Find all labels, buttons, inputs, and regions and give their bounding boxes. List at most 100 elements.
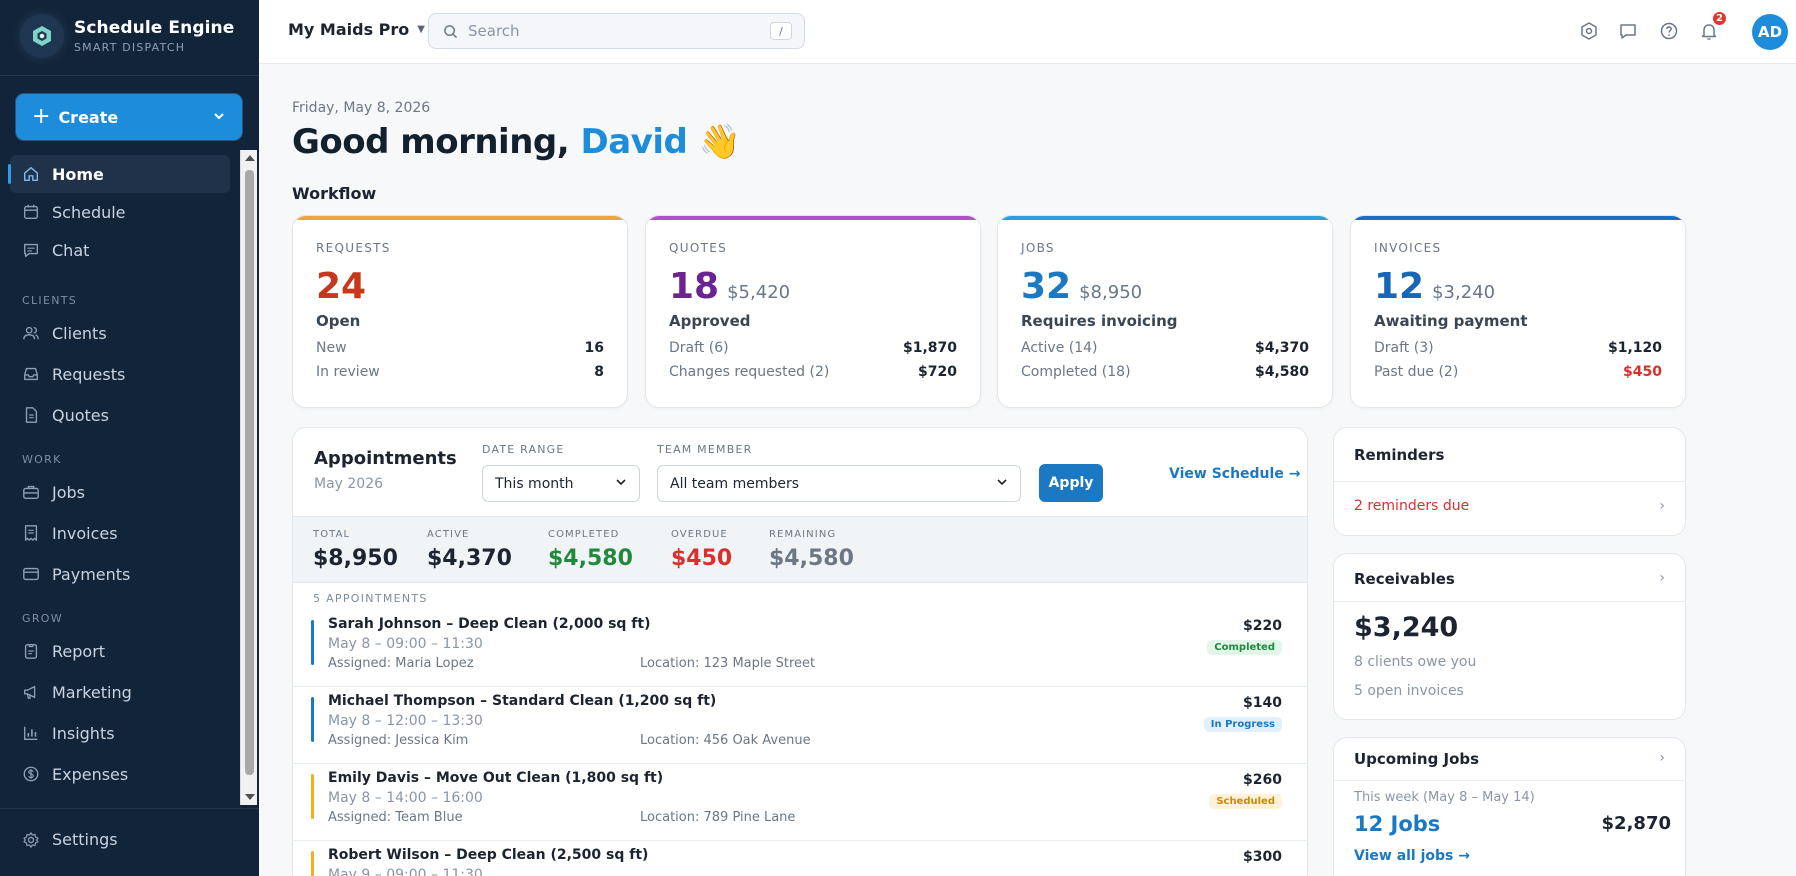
total-value: $8,950 (313, 546, 398, 571)
appointment-assigned: Assigned: Maria Lopez (328, 656, 474, 671)
appointment-price: $140 (1243, 695, 1282, 711)
workflow-card-requests[interactable]: REQUESTS 24 Open New 16 In review 8 (292, 215, 628, 408)
chat-icon (24, 243, 38, 257)
accent-line (293, 216, 627, 220)
receivables-card[interactable]: Receivables › $3,240 8 clients owe you 5… (1333, 553, 1686, 720)
card-count: 24 (316, 266, 367, 307)
panel-title: Appointments (314, 448, 457, 469)
workflow-card-invoices[interactable]: INVOICES 12 $3,240 Awaiting payment Draft… (1350, 215, 1686, 408)
card-row: Draft (6) $1,870 (669, 340, 957, 356)
apply-button[interactable]: Apply (1039, 464, 1103, 502)
section-work: WORK (22, 453, 62, 466)
receivables-clients: 8 clients owe you (1354, 654, 1477, 670)
create-label: Create (58, 107, 119, 127)
org-name: My Maids Pro (288, 20, 410, 39)
view-all-jobs-link[interactable]: View all jobs → (1354, 848, 1470, 864)
dollar-circle-icon (23, 766, 39, 782)
sidebar-item-report[interactable]: Report (10, 632, 230, 670)
appointment-item[interactable]: Emily Davis – Move Out Clean (1,800 sq f… (293, 764, 1307, 841)
sidebar-item-label: Report (52, 641, 106, 661)
chevron-right-icon: › (1659, 498, 1665, 514)
row-label: Completed (18) (1021, 364, 1131, 380)
sidebar-item-expenses[interactable]: Expenses (10, 755, 230, 793)
sidebar-item-jobs[interactable]: Jobs (10, 473, 230, 511)
settings-hex-icon[interactable] (1578, 20, 1600, 42)
date-range-select[interactable]: This month (482, 465, 640, 502)
appointment-assigned: Assigned: Team Blue (328, 810, 463, 825)
total-label: REMAINING (769, 529, 837, 540)
team-member-select[interactable]: All team members (657, 465, 1021, 502)
row-label: Draft (3) (1374, 340, 1434, 356)
card-label: INVOICES (1374, 241, 1442, 255)
avatar[interactable]: AD (1752, 14, 1788, 50)
chevron-down-icon (212, 108, 226, 127)
appointment-item[interactable]: Michael Thompson – Standard Clean (1,200… (293, 687, 1307, 764)
appointment-time: May 9 – 09:00 – 11:30 (328, 867, 483, 876)
status-bar (311, 774, 314, 819)
total-cell: OVERDUE $450 (671, 529, 732, 571)
sidebar-scrollbar[interactable] (240, 150, 257, 805)
row-value: 8 (594, 364, 604, 380)
receivables-invoices: 5 open invoices (1354, 683, 1464, 699)
sidebar-item-label: Schedule (52, 202, 126, 222)
view-schedule-link[interactable]: View Schedule → (1169, 466, 1301, 482)
scroll-thumb[interactable] (245, 170, 254, 775)
brand-subtitle: SMART DISPATCH (74, 41, 186, 54)
scroll-down-arrow[interactable] (245, 794, 255, 800)
appointment-time: May 8 – 14:00 – 16:00 (328, 790, 483, 806)
chevron-down-icon (996, 476, 1008, 491)
greeting-text: Good morning, (292, 122, 570, 162)
reminders-due-link[interactable]: 2 reminders due (1354, 498, 1470, 514)
appointment-price: $260 (1243, 772, 1282, 788)
document-icon (25, 407, 38, 423)
help-icon[interactable] (1658, 20, 1680, 42)
sidebar: Schedule Engine SMART DISPATCH + Create … (0, 0, 259, 876)
card-status: Approved (669, 312, 751, 330)
sidebar-item-label: Expenses (52, 764, 129, 784)
sidebar-item-payments[interactable]: Payments (10, 555, 230, 593)
row-value: 16 (584, 340, 604, 356)
card-count: 12 (1374, 266, 1425, 307)
divider (0, 75, 259, 76)
caret-down-icon: ▼ (417, 24, 425, 35)
reminders-card[interactable]: Reminders 2 reminders due › (1333, 427, 1686, 536)
sidebar-item-chat[interactable]: Chat (10, 231, 230, 269)
appointment-title: Michael Thompson – Standard Clean (1,200… (328, 693, 717, 709)
search-input[interactable] (468, 22, 748, 40)
workflow-card-quotes[interactable]: QUOTES 18 $5,420 Approved Draft (6) $1,870… (645, 215, 981, 408)
card-row: Draft (3) $1,120 (1374, 340, 1662, 356)
scroll-up-arrow[interactable] (245, 155, 255, 161)
workflow-card-jobs[interactable]: JOBS 32 $8,950 Requires invoicing Active … (997, 215, 1333, 408)
appointment-location: Location: 123 Maple Street (640, 656, 816, 671)
sidebar-item-requests[interactable]: Requests (10, 355, 230, 393)
sidebar-item-invoices[interactable]: Invoices (10, 514, 230, 552)
upcoming-jobs-card[interactable]: Upcoming Jobs › This week (May 8 – May 1… (1333, 737, 1686, 876)
row-value: $450 (1623, 364, 1662, 380)
sidebar-item-marketing[interactable]: Marketing (10, 673, 230, 711)
jobs-amount: $2,870 (1601, 813, 1671, 834)
brand[interactable]: Schedule Engine SMART DISPATCH (20, 14, 234, 58)
sidebar-item-home[interactable]: Home (8, 155, 230, 193)
bell-icon[interactable]: 2 (1698, 10, 1728, 42)
topbar: My Maids Pro ▼ / 2 AD (259, 0, 1796, 64)
create-button[interactable]: + Create (16, 94, 242, 140)
appointment-title: Sarah Johnson – Deep Clean (2,000 sq ft) (328, 616, 651, 632)
message-icon[interactable] (1617, 20, 1639, 42)
sidebar-item-settings[interactable]: Settings (22, 830, 118, 849)
briefcase-icon (23, 485, 39, 499)
card-row: New 16 (316, 340, 604, 356)
appointment-item[interactable]: Sarah Johnson – Deep Clean (2,000 sq ft)… (293, 610, 1307, 687)
sidebar-item-quotes[interactable]: Quotes (10, 396, 230, 434)
notification-badge: 2 (1711, 10, 1728, 27)
sidebar-item-clients[interactable]: Clients (10, 314, 230, 352)
sidebar-item-schedule[interactable]: Schedule (10, 193, 230, 231)
status-bar (311, 620, 314, 665)
sidebar-item-insights[interactable]: Insights (10, 714, 230, 752)
org-selector[interactable]: My Maids Pro ▼ (288, 20, 425, 39)
plus-icon: + (32, 104, 51, 129)
select-value: This month (495, 475, 574, 492)
row-label: Active (14) (1021, 340, 1098, 356)
search-box[interactable]: / (428, 13, 805, 49)
appointment-item[interactable]: Robert Wilson – Deep Clean (2,500 sq ft)… (293, 841, 1307, 876)
divider (1334, 601, 1685, 602)
